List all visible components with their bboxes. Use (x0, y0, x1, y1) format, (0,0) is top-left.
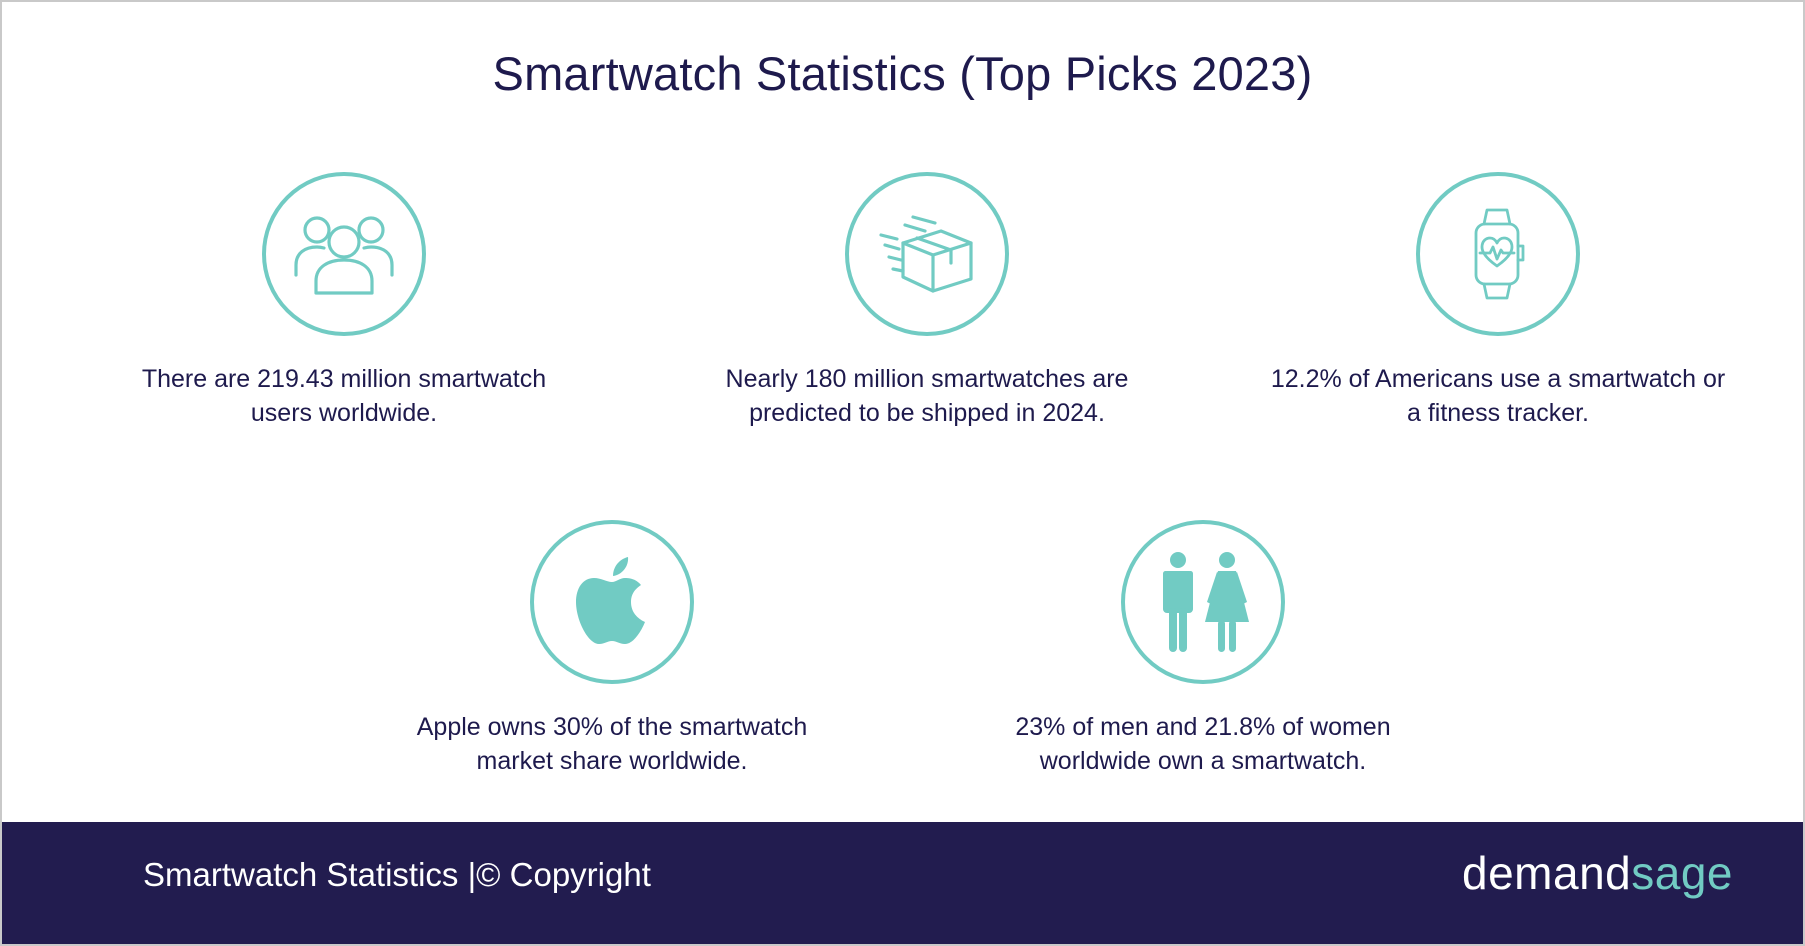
stat-card-users: There are 219.43 million smartwatch user… (84, 172, 604, 430)
stat-text: 23% of men and 21.8% of women worldwide … (1015, 713, 1391, 775)
stat-card-americans: 12.2% of Americans use a smartwatch or a… (1238, 172, 1758, 430)
stat-text: Apple owns 30% of the smartwatch market … (416, 713, 808, 775)
icon-ring (262, 172, 426, 336)
stat-text: There are 219.43 million smartwatch user… (141, 365, 547, 427)
brand-logo-part1: demand (1462, 847, 1632, 899)
stat-card-shipments: Nearly 180 million smartwatches are pred… (667, 172, 1187, 430)
stat-card-apple: Apple owns 30% of the smartwatch market … (352, 520, 872, 778)
stat-text: 12.2% of Americans use a smartwatch or a… (1270, 365, 1726, 427)
stat-text: Nearly 180 million smartwatches are pred… (725, 365, 1129, 427)
stat-card-gender: 23% of men and 21.8% of women worldwide … (943, 520, 1463, 778)
icon-ring (530, 520, 694, 684)
icon-ring (1121, 520, 1285, 684)
shipping-box-icon (879, 215, 973, 293)
footer-bar: Smartwatch Statistics |© Copyright deman… (2, 822, 1803, 944)
man-woman-icon (1163, 552, 1249, 652)
page-title: Smartwatch Statistics (Top Picks 2023) (492, 47, 1313, 100)
smartwatch-heartbeat-icon (1474, 208, 1525, 300)
apple-logo-icon (576, 557, 645, 644)
users-icon (294, 216, 394, 295)
brand-logo-part2: sage (1631, 847, 1733, 899)
footer-copyright: Smartwatch Statistics |© Copyright (143, 856, 651, 893)
brand-logo: demandsage (1462, 846, 1733, 900)
icon-ring (1416, 172, 1580, 336)
icon-ring (845, 172, 1009, 336)
